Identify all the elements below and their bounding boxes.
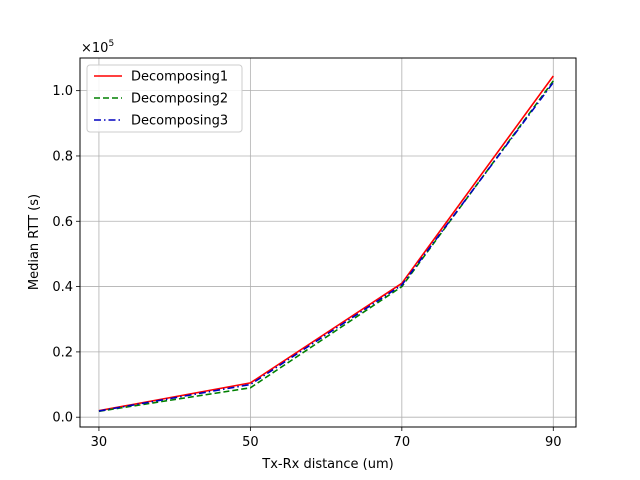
y-tick-label: 0.0 bbox=[52, 411, 73, 426]
series-line-decomposing2 bbox=[98, 80, 554, 413]
series-line-decomposing1 bbox=[98, 75, 554, 412]
y-tick-label: 0.8 bbox=[52, 149, 73, 164]
series-line-decomposing3 bbox=[98, 82, 554, 412]
x-tick-label: 30 bbox=[91, 435, 108, 450]
y-tick-label: 0.6 bbox=[52, 215, 73, 230]
x-tick-label: 70 bbox=[394, 435, 411, 450]
x-axis-label: Tx-Rx distance (um) bbox=[261, 457, 393, 472]
legend-entry-label: Decomposing3 bbox=[131, 114, 228, 129]
legend-box bbox=[86, 64, 243, 133]
grid bbox=[80, 58, 576, 427]
x-tick-label: 50 bbox=[242, 435, 259, 450]
series-lines bbox=[98, 75, 554, 413]
plot-frame bbox=[79, 57, 577, 428]
legend-entry-label: Decomposing1 bbox=[131, 70, 228, 85]
y-multiplier-label: ×105 bbox=[81, 39, 114, 56]
legend: Decomposing1 Decomposing2 Decomposing3 bbox=[86, 64, 243, 133]
x-tick-label: 90 bbox=[545, 435, 562, 450]
y-tick-label: 0.2 bbox=[52, 345, 73, 360]
legend-entry-label: Decomposing2 bbox=[131, 92, 228, 107]
y-tick-label: 0.4 bbox=[52, 280, 73, 295]
axis-ticks: 30 50 70 90 0.0 0.2 0.4 0.6 0.8 1.0 bbox=[52, 84, 561, 450]
y-axis-label: Median RTT (s) bbox=[27, 194, 42, 290]
y-tick-label: 1.0 bbox=[52, 84, 73, 99]
